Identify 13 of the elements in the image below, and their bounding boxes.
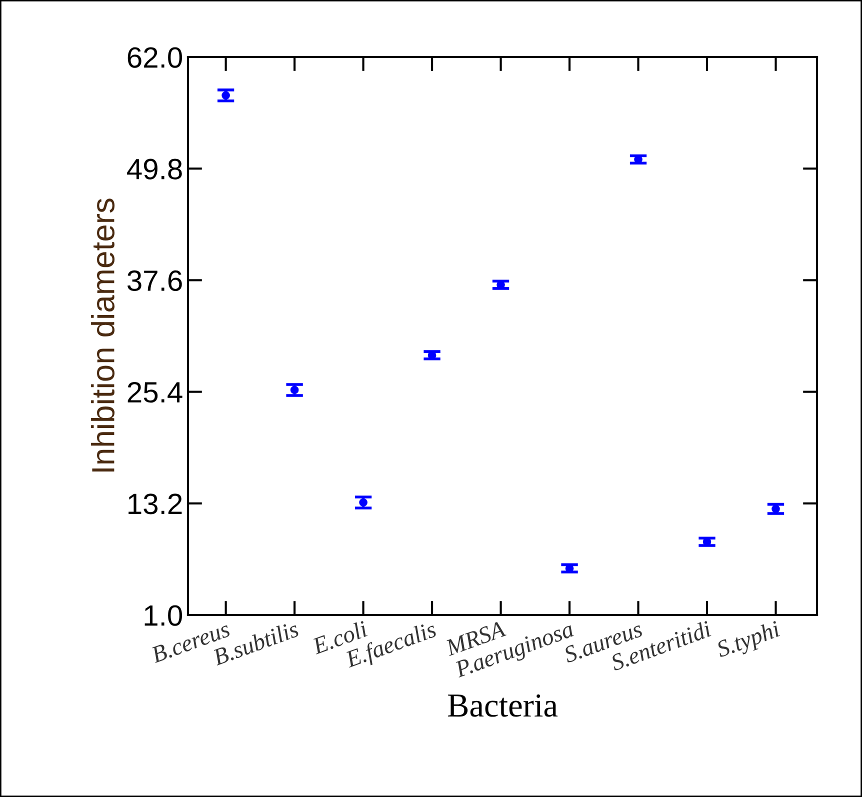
- y-tick-label: 62.0: [128, 47, 182, 68]
- x-axis-title: Bacteria: [448, 694, 558, 717]
- point: [222, 91, 230, 100]
- point: [359, 498, 368, 507]
- y-tick-label: 1.0: [144, 605, 182, 626]
- point: [772, 504, 780, 514]
- point: [290, 386, 299, 394]
- y-tick-label: 25.4: [128, 382, 182, 403]
- y-tick-label: 49.8: [127, 158, 182, 180]
- y-tick-label: 13.2: [128, 494, 182, 514]
- x-tick-label: S.typhi: [715, 620, 782, 662]
- y-axis-title: Inhibition diameters: [91, 198, 115, 472]
- y-tick-label: 37.6: [127, 270, 182, 292]
